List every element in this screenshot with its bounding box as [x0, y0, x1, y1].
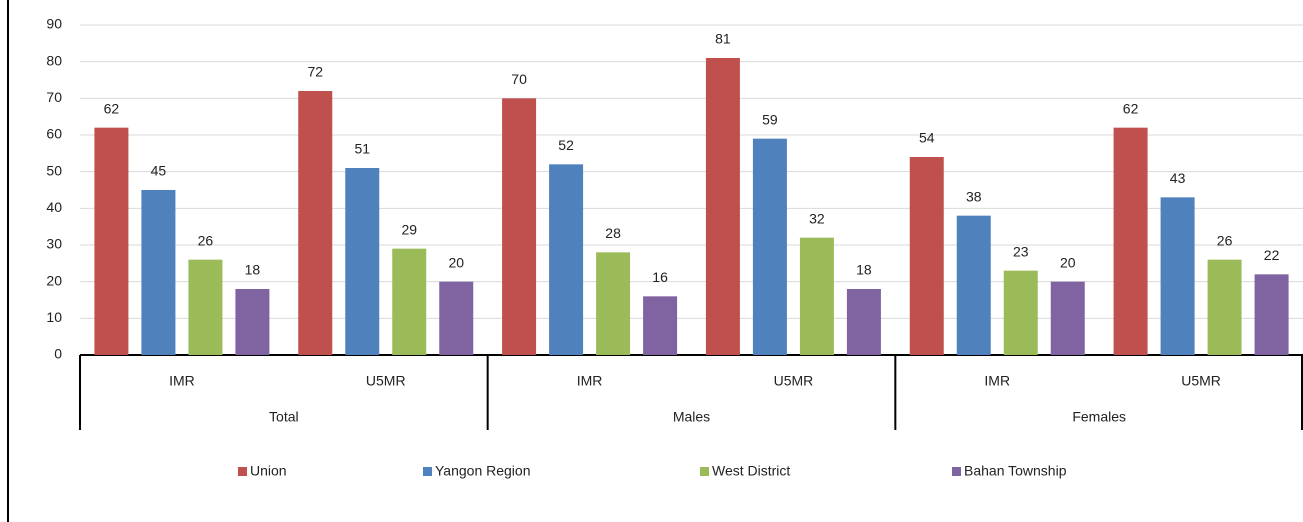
bar: [235, 289, 270, 355]
bar: [1254, 274, 1289, 355]
bar: [439, 281, 474, 355]
data-label: 51: [354, 141, 370, 157]
x-tick-label: IMR: [169, 373, 195, 389]
data-label: 38: [966, 188, 982, 204]
data-label: 59: [762, 111, 778, 127]
y-tick-label: 50: [46, 162, 62, 178]
data-label: 52: [558, 137, 574, 153]
bar: [596, 252, 631, 355]
legend-label: Union: [250, 463, 287, 479]
legend-label: Bahan Township: [964, 463, 1067, 479]
bar: [1160, 197, 1195, 355]
legend-marker: [952, 467, 961, 476]
bar: [1003, 270, 1038, 355]
data-label: 26: [198, 232, 214, 248]
bar: [1050, 281, 1085, 355]
data-label: 70: [511, 71, 527, 87]
y-tick-label: 40: [46, 199, 62, 215]
data-label: 26: [1217, 232, 1233, 248]
bar: [345, 168, 380, 355]
y-tick-label: 60: [46, 126, 62, 142]
data-label: 72: [307, 64, 323, 80]
bar: [502, 98, 537, 355]
legend-marker: [700, 467, 709, 476]
bar: [909, 157, 944, 355]
data-label: 16: [652, 269, 668, 285]
x-tick-label: U5MR: [774, 373, 814, 389]
y-tick-label: 70: [46, 89, 62, 105]
bar: [392, 248, 427, 355]
y-tick-label: 30: [46, 236, 62, 252]
bar: [846, 289, 881, 355]
legend-marker: [423, 467, 432, 476]
bar: [141, 190, 176, 355]
data-label: 23: [1013, 243, 1029, 259]
bar: [1113, 127, 1148, 356]
bar: [799, 237, 834, 355]
y-tick-label: 80: [46, 52, 62, 68]
data-label: 62: [1123, 100, 1139, 116]
bar: [643, 296, 678, 355]
bar: [549, 164, 584, 355]
data-label: 43: [1170, 170, 1186, 186]
x-tick-label: U5MR: [366, 373, 406, 389]
data-label: 18: [245, 262, 261, 278]
group-label: Total: [269, 409, 299, 425]
bar: [705, 58, 740, 355]
data-label: 28: [605, 225, 621, 241]
data-label: 62: [104, 100, 120, 116]
legend-label: West District: [712, 463, 790, 479]
data-label: 22: [1264, 247, 1280, 263]
y-tick-label: 10: [46, 309, 62, 325]
group-label: Males: [673, 409, 710, 425]
x-tick-label: IMR: [577, 373, 603, 389]
bar: [298, 91, 333, 355]
x-tick-label: U5MR: [1181, 373, 1221, 389]
data-label: 32: [809, 210, 825, 226]
legend-label: Yangon Region: [435, 463, 530, 479]
bar: [94, 127, 129, 356]
legend-marker: [238, 467, 247, 476]
data-label: 20: [1060, 254, 1076, 270]
y-tick-label: 90: [46, 16, 62, 32]
data-label: 29: [401, 221, 417, 237]
data-label: 81: [715, 31, 731, 47]
bar: [956, 215, 991, 355]
bar: [188, 259, 223, 355]
data-label: 54: [919, 130, 935, 146]
group-label: Females: [1072, 409, 1126, 425]
bar: [1207, 259, 1242, 355]
bar: [752, 138, 787, 355]
y-tick-label: 20: [46, 272, 62, 288]
data-label: 18: [856, 262, 872, 278]
data-label: 20: [448, 254, 464, 270]
x-tick-label: IMR: [984, 373, 1010, 389]
data-label: 45: [151, 163, 167, 179]
y-tick-label: 0: [54, 346, 62, 362]
